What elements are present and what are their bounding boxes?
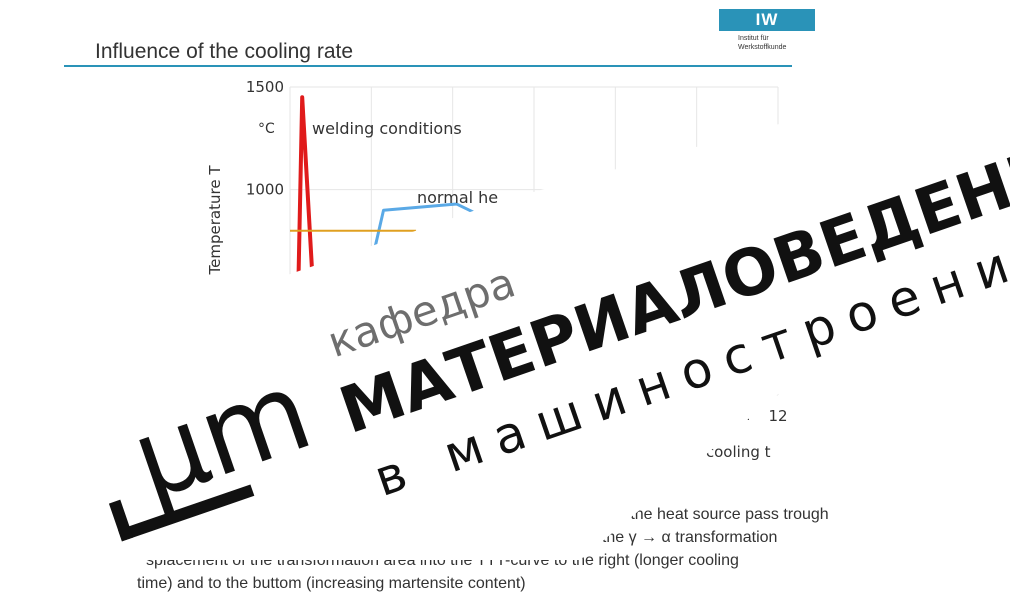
series-line-welding	[294, 95, 315, 396]
slide-title: Influence of the cooling rate	[95, 40, 354, 63]
series-label-welding: welding conditions	[312, 119, 462, 138]
cooling-chart: 6 8 10 12 1000 1500 Temperature T °C welding …	[206, 78, 788, 461]
x-tick-label: 8	[611, 407, 621, 425]
x-tick-label: 10	[687, 407, 706, 425]
logo-text-line1: Institut für	[738, 35, 769, 42]
y-axis-label: Temperature T	[206, 165, 224, 276]
bullet-line: time) and to the buttom (increasing mart…	[137, 575, 526, 592]
x-tick-label: 6	[529, 407, 539, 425]
logo-text-line2: Werkstoffkunde	[738, 44, 787, 51]
title-rule	[64, 65, 792, 67]
x-axis-label: time of cooling t	[648, 443, 771, 461]
y-tick-label: 1000	[246, 181, 284, 199]
series-label-normal: normal he	[417, 188, 498, 207]
logo-mark: IW	[719, 9, 815, 31]
series-line-normal	[369, 202, 779, 362]
watermark-logo-tick	[108, 499, 134, 542]
bullet-line: splacement of the transformation area in…	[146, 552, 739, 569]
x-unit-label: min	[722, 406, 750, 424]
institute-logo: IW Institut für Werkstoffkunde	[719, 9, 815, 59]
y-unit-label: °C	[258, 121, 275, 137]
bullet-list: y up to the melting point and rapid cool…	[137, 503, 927, 595]
bullet-line: e grain coarsening and aggravated nuclea…	[255, 529, 778, 546]
y-tick-label: 1500	[246, 78, 284, 96]
x-tick-label: 12	[768, 407, 787, 425]
bullet-line: y up to the melting point and rapid cool…	[287, 506, 829, 523]
